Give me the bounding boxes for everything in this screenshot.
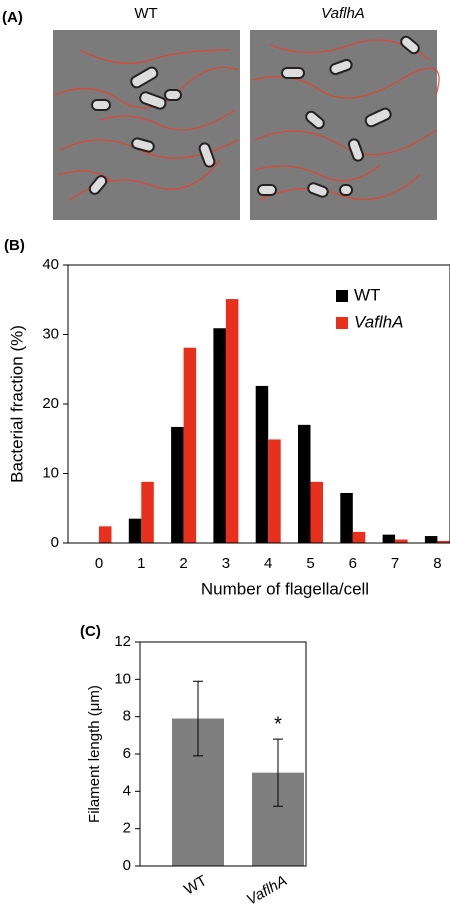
x-tick-label: 6 bbox=[349, 555, 357, 572]
plot-frame bbox=[67, 264, 450, 544]
x-axis-label: Number of flagella/cell bbox=[201, 579, 369, 598]
legend-label: WT bbox=[354, 285, 380, 304]
bar bbox=[128, 518, 142, 543]
x-tick-label: 8 bbox=[433, 555, 441, 572]
bar bbox=[310, 481, 323, 543]
bar bbox=[352, 531, 366, 543]
micrograph bbox=[53, 30, 440, 220]
bar bbox=[340, 492, 353, 543]
panel-label: (B) bbox=[4, 237, 25, 254]
y-tick-label: 8 bbox=[123, 708, 131, 725]
bar bbox=[141, 481, 154, 543]
annotation: * bbox=[274, 713, 282, 735]
bar bbox=[255, 385, 269, 543]
bar bbox=[268, 439, 281, 543]
x-tick-label: 3 bbox=[222, 555, 230, 572]
bar bbox=[183, 347, 197, 543]
y-tick-label: 4 bbox=[123, 782, 131, 799]
bar bbox=[225, 299, 239, 543]
x-tick-label: 0 bbox=[95, 555, 103, 572]
y-tick-label: 12 bbox=[114, 633, 131, 650]
bar bbox=[395, 539, 408, 543]
y-tick-label: 40 bbox=[42, 256, 59, 273]
image-title: WT bbox=[134, 5, 157, 22]
x-tick-label: 5 bbox=[306, 555, 314, 572]
bar bbox=[298, 424, 311, 543]
error-bar bbox=[273, 738, 283, 807]
legend-label: VaflhA bbox=[354, 312, 403, 331]
panel-label: (A) bbox=[2, 9, 23, 26]
y-tick-label: 10 bbox=[42, 464, 59, 481]
y-tick-label: 10 bbox=[114, 670, 131, 687]
bar bbox=[382, 534, 396, 543]
y-tick-label: 0 bbox=[123, 857, 131, 874]
bar bbox=[424, 536, 438, 543]
bar bbox=[99, 526, 112, 543]
y-axis-label: Filament length (μm) bbox=[86, 685, 103, 823]
x-tick-label: 1 bbox=[137, 555, 145, 572]
bar bbox=[171, 426, 184, 543]
x-tick-label: 2 bbox=[179, 555, 187, 572]
y-tick-label: 0 bbox=[51, 534, 59, 551]
x-tick-label: WT bbox=[181, 872, 210, 898]
plot-frame bbox=[139, 641, 307, 867]
x-tick-label: VaflhA bbox=[244, 872, 290, 909]
bar bbox=[437, 540, 450, 543]
bar bbox=[213, 328, 226, 543]
y-axis-label: Bacterial fraction (%) bbox=[7, 325, 26, 483]
y-tick-label: 6 bbox=[123, 745, 131, 762]
y-tick-label: 30 bbox=[42, 325, 59, 342]
error-bar bbox=[193, 680, 203, 757]
legend-swatch bbox=[336, 317, 348, 329]
y-tick-label: 2 bbox=[123, 820, 131, 837]
panel-label: (C) bbox=[80, 623, 101, 640]
x-tick-label: 4 bbox=[264, 555, 272, 572]
y-tick-label: 20 bbox=[42, 395, 59, 412]
image-title: VaflhA bbox=[321, 5, 365, 22]
legend-swatch bbox=[336, 290, 348, 302]
x-tick-label: 7 bbox=[391, 555, 399, 572]
